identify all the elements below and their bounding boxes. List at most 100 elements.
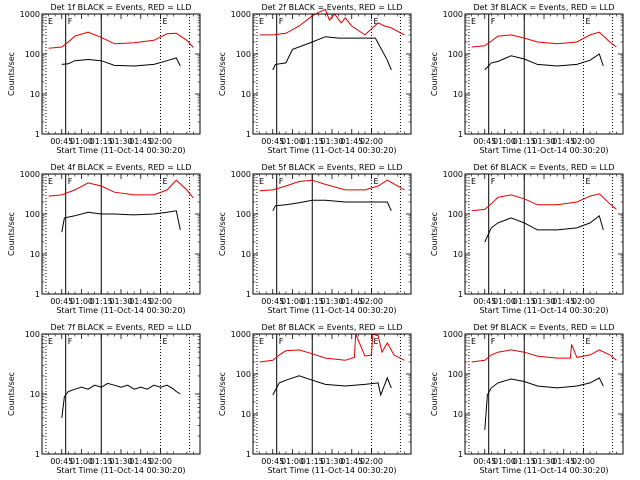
panel-4: Det 4f BLACK = Events, RED = LLD Start Ti…	[7, 163, 201, 315]
x-tick-label: 01:45	[552, 137, 575, 146]
y-tick-label: 100	[448, 50, 463, 59]
y-tick-label: 1	[35, 450, 40, 459]
lld-series-line	[259, 333, 405, 363]
event-marker-label: E	[471, 17, 476, 26]
plot-frame	[464, 13, 624, 135]
panel-9: Det 9f BLACK = Events, RED = LLD Start Ti…	[430, 323, 624, 475]
chart-title: Det 8f BLACK = Events, RED = LLD	[261, 323, 402, 332]
y-tick-label: 1	[458, 130, 463, 139]
x-tick-label: 02:00	[360, 457, 383, 466]
x-tick-label: 01:00	[281, 297, 304, 306]
event-marker-label: E	[259, 177, 264, 186]
event-marker-label: F	[491, 337, 496, 346]
y-tick-label: 100	[236, 50, 251, 59]
y-tick-label: 10	[241, 90, 251, 99]
x-tick-label: 01:15	[513, 457, 536, 466]
x-tick-label: 01:30	[109, 297, 132, 306]
x-axis-label: Start Time (11-Oct-14 00:30:20)	[267, 146, 396, 155]
chart-title: Det 6f BLACK = Events, RED = LLD	[473, 163, 614, 172]
panel-1: Det 1f BLACK = Events, RED = LLD Start Ti…	[7, 3, 201, 155]
x-tick-label: 01:45	[552, 457, 575, 466]
y-tick-label: 100	[448, 370, 463, 379]
event-marker-label: E	[163, 337, 168, 346]
x-tick-label: 01:15	[90, 297, 113, 306]
event-marker-label: E	[259, 337, 264, 346]
events-series-line	[61, 382, 181, 418]
y-tick-label: 100	[448, 210, 463, 219]
x-tick-label: 01:30	[532, 457, 555, 466]
y-tick-label: 1000	[231, 10, 251, 19]
y-axis-label: Counts/sec	[430, 372, 439, 416]
chart-title: Det 2f BLACK = Events, RED = LLD	[261, 3, 402, 12]
y-tick-label: 1	[246, 130, 251, 139]
y-tick-label: 100	[236, 210, 251, 219]
lld-series-line	[471, 31, 617, 48]
plot-frame	[252, 333, 412, 455]
panel-6: Det 6f BLACK = Events, RED = LLD Start Ti…	[430, 163, 624, 315]
y-tick-label: 10	[241, 250, 251, 259]
x-tick-label: 01:00	[493, 457, 516, 466]
event-marker-label: E	[48, 17, 53, 26]
y-tick-label: 1	[35, 290, 40, 299]
x-tick-label: 01:30	[109, 457, 132, 466]
x-tick-label: 01:15	[90, 457, 113, 466]
events-series-line	[272, 199, 392, 212]
events-series-line	[61, 210, 181, 233]
y-axis-label: Counts/sec	[218, 52, 227, 96]
event-marker-label: F	[279, 337, 284, 346]
x-tick-label: 00:45	[50, 137, 73, 146]
x-axis-label: Start Time (11-Oct-14 00:30:20)	[479, 306, 608, 315]
x-tick-label: 01:30	[532, 137, 555, 146]
event-marker-label: F	[491, 177, 496, 186]
y-tick-label: 1	[458, 450, 463, 459]
event-marker-label: F	[491, 17, 496, 26]
y-tick-label: 1000	[231, 330, 251, 339]
x-tick-label: 01:00	[281, 137, 304, 146]
y-tick-label: 10	[453, 90, 463, 99]
event-marker-label: E	[586, 17, 591, 26]
y-tick-label: 1000	[443, 330, 463, 339]
x-tick-label: 01:15	[301, 137, 324, 146]
y-tick-label: 100	[25, 210, 40, 219]
chart-title: Det 3f BLACK = Events, RED = LLD	[473, 3, 614, 12]
chart-title: Det 1f BLACK = Events, RED = LLD	[50, 3, 191, 12]
y-tick-label: 10	[241, 410, 251, 419]
events-series-line	[272, 36, 392, 71]
x-tick-label: 01:30	[320, 457, 343, 466]
x-tick-label: 00:45	[261, 137, 284, 146]
x-tick-label: 02:00	[149, 137, 172, 146]
y-tick-label: 10	[30, 390, 40, 399]
x-tick-label: 01:45	[129, 137, 152, 146]
x-axis-label: Start Time (11-Oct-14 00:30:20)	[56, 466, 185, 475]
x-tick-label: 01:15	[513, 297, 536, 306]
chart-title: Det 5f BLACK = Events, RED = LLD	[261, 163, 402, 172]
y-tick-label: 1000	[443, 10, 463, 19]
event-marker-label: F	[279, 17, 284, 26]
event-marker-label: F	[68, 17, 73, 26]
x-axis-label: Start Time (11-Oct-14 00:30:20)	[267, 466, 396, 475]
x-tick-label: 01:30	[320, 137, 343, 146]
x-tick-label: 00:45	[473, 457, 496, 466]
event-marker-label: E	[471, 337, 476, 346]
y-tick-label: 1	[246, 450, 251, 459]
x-tick-label: 00:45	[473, 297, 496, 306]
x-tick-label: 01:30	[320, 297, 343, 306]
panel-3: Det 3f BLACK = Events, RED = LLD Start Ti…	[430, 3, 624, 155]
panel-5: Det 5f BLACK = Events, RED = LLD Start Ti…	[218, 163, 412, 315]
event-marker-label: E	[471, 177, 476, 186]
x-tick-label: 01:45	[552, 297, 575, 306]
x-tick-label: 01:45	[129, 297, 152, 306]
events-series-line	[61, 57, 181, 67]
x-tick-label: 00:45	[473, 137, 496, 146]
x-tick-label: 00:45	[261, 457, 284, 466]
events-series-line	[484, 53, 604, 71]
x-tick-label: 02:00	[572, 137, 595, 146]
event-marker-label: E	[586, 337, 591, 346]
event-marker-label: E	[259, 17, 264, 26]
x-tick-label: 02:00	[149, 297, 172, 306]
event-marker-label: F	[68, 337, 73, 346]
y-axis-label: Counts/sec	[7, 212, 16, 256]
x-axis-label: Start Time (11-Oct-14 00:30:20)	[56, 146, 185, 155]
x-axis-label: Start Time (11-Oct-14 00:30:20)	[267, 306, 396, 315]
y-axis-label: Counts/sec	[7, 372, 16, 416]
